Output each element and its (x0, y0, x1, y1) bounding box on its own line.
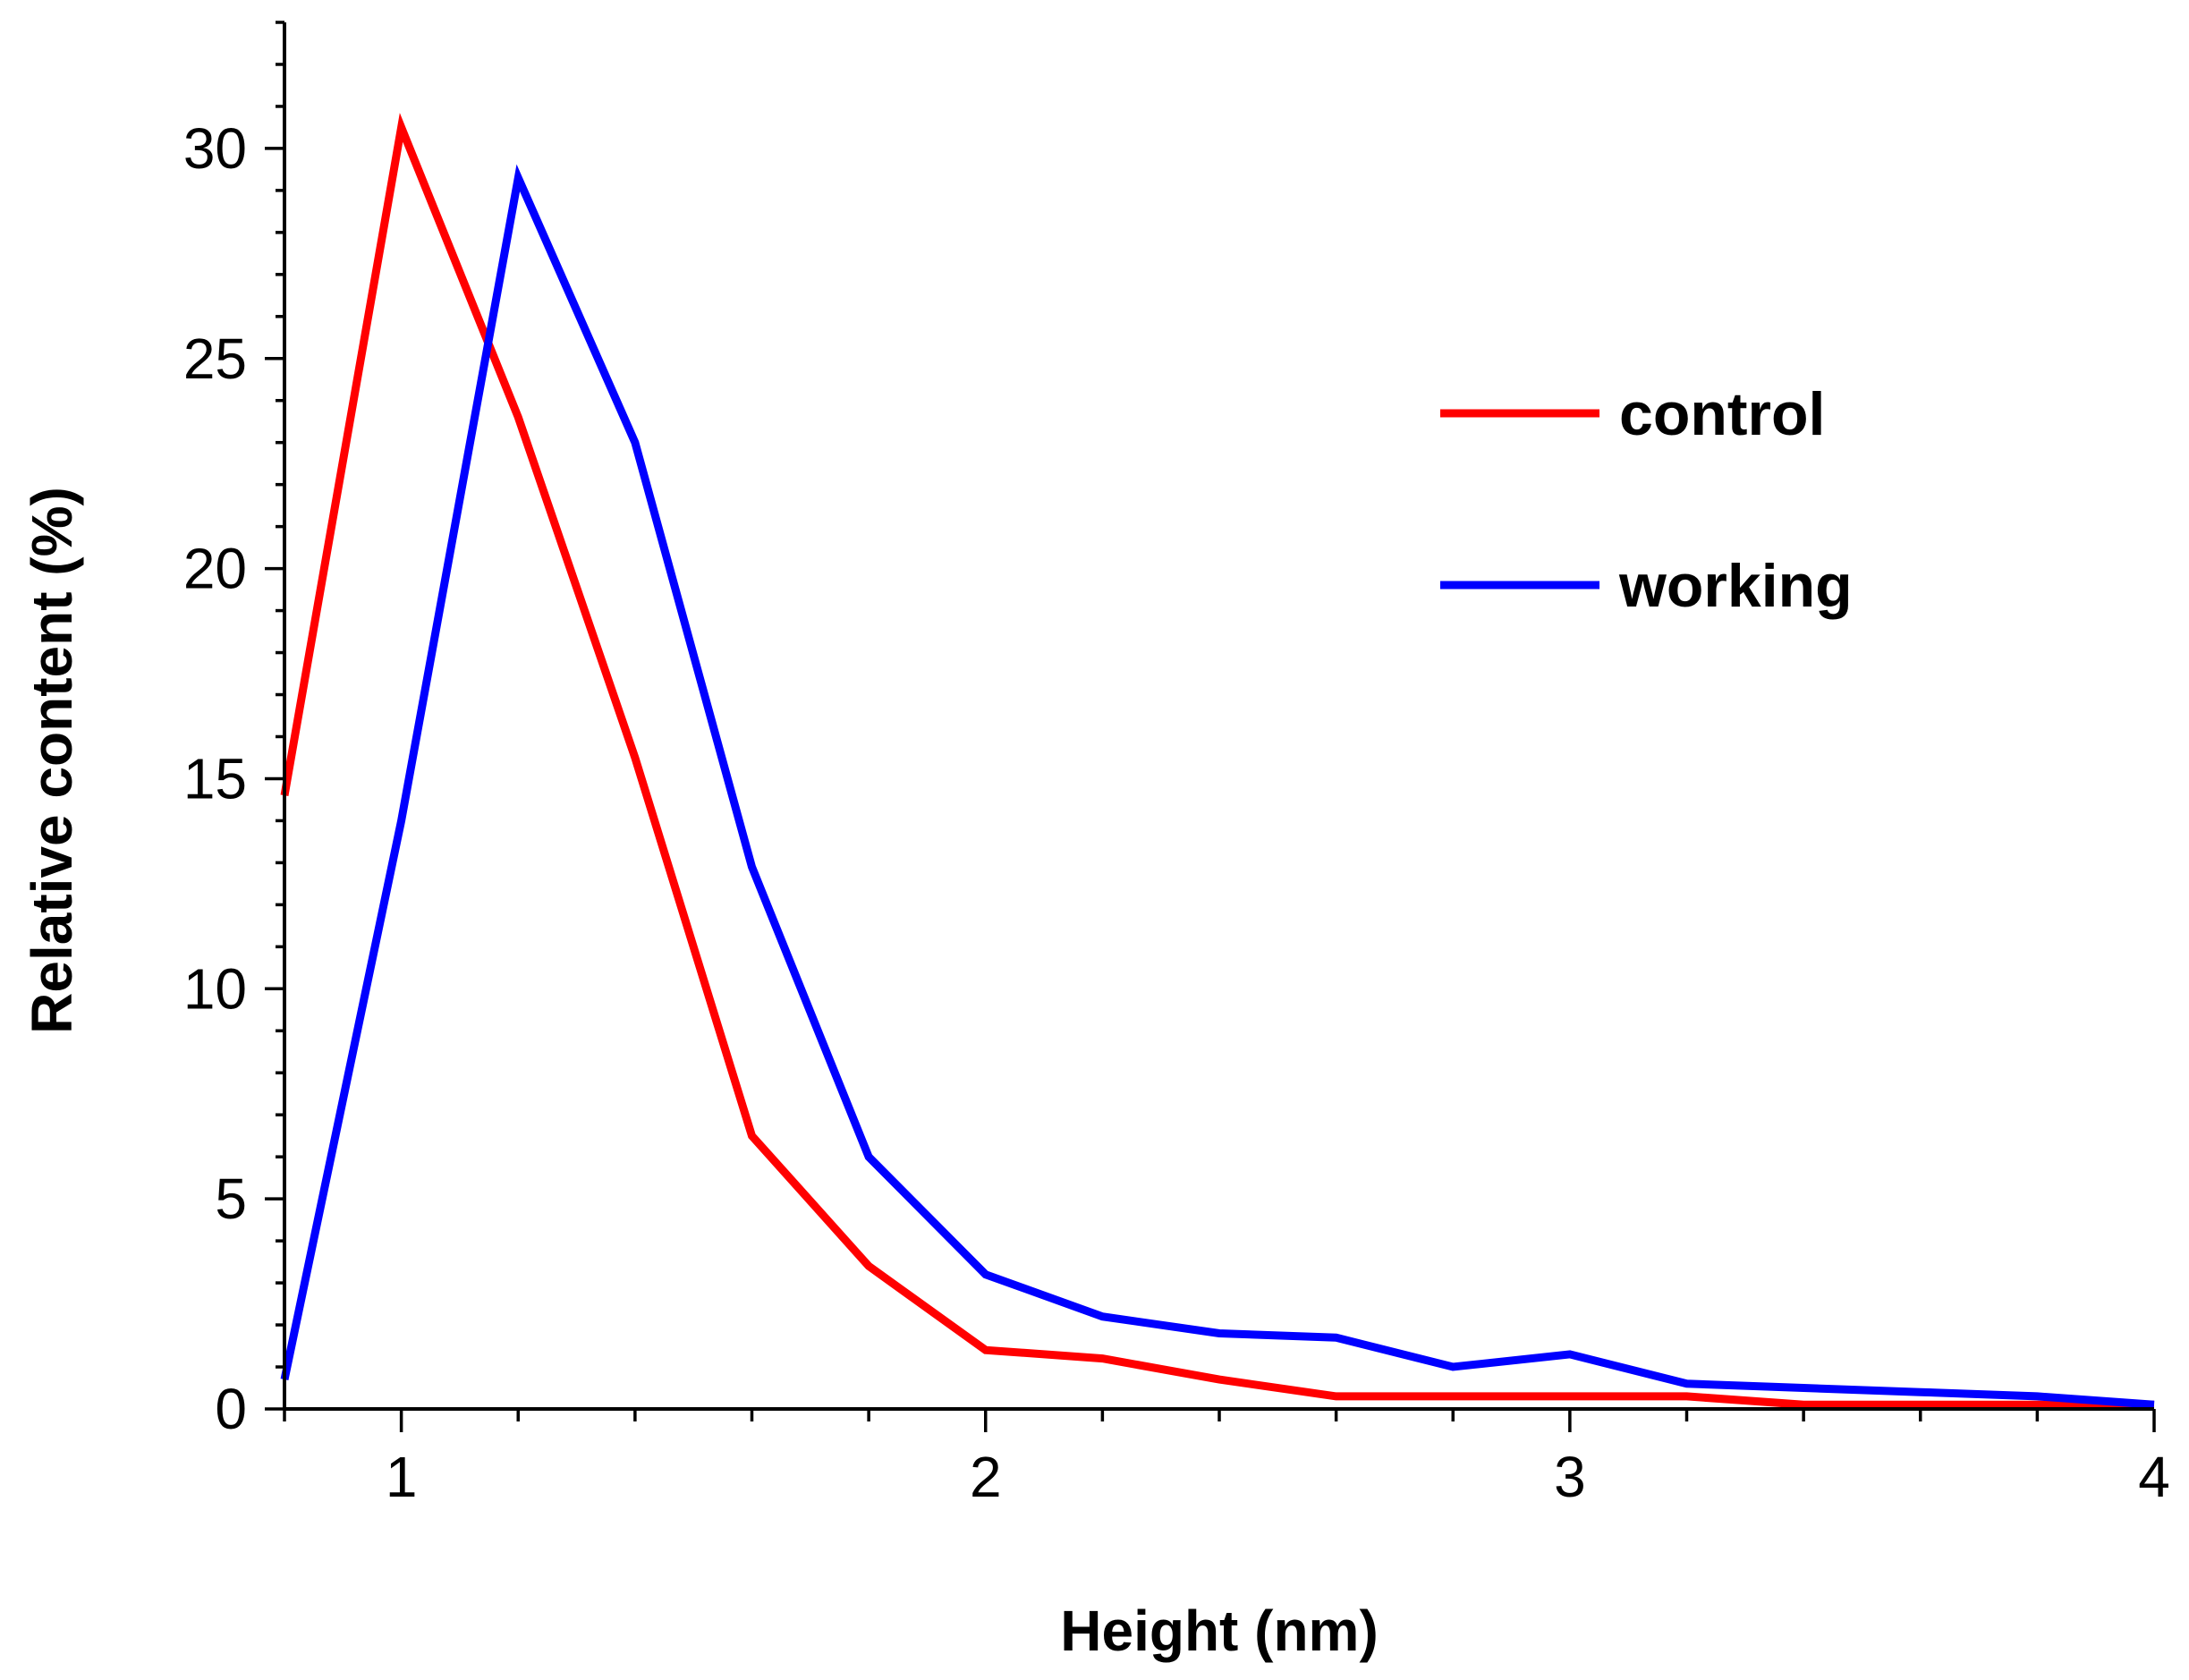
y-tick-label: 25 (183, 327, 247, 391)
legend-label-working: working (1618, 552, 1853, 620)
series-lines (280, 113, 2155, 1409)
x-axis-title: Height (nm) (1060, 1599, 1379, 1663)
axes (265, 21, 2156, 1432)
x-tick-label: 4 (2138, 1445, 2170, 1509)
legend-label-control: control (1619, 380, 1825, 448)
x-tick-label: 2 (970, 1445, 1002, 1509)
y-tick-label: 20 (183, 537, 247, 601)
y-tick-label: 0 (215, 1377, 247, 1441)
x-tick-label: 1 (386, 1445, 418, 1509)
legend: control working (1440, 380, 1853, 620)
y-axis-title: Relative content (%) (20, 487, 84, 1034)
x-tick-label: 3 (1554, 1445, 1586, 1509)
y-tick-label: 30 (183, 116, 247, 181)
y-tick-label: 10 (183, 956, 247, 1021)
y-tick-label: 15 (183, 746, 247, 810)
series-line-working (280, 164, 2155, 1409)
tick-labels: 0 5 10 15 20 25 30 1 2 3 4 (183, 116, 2170, 1509)
series-line-control (280, 113, 2154, 1409)
y-tick-label: 5 (215, 1167, 247, 1231)
